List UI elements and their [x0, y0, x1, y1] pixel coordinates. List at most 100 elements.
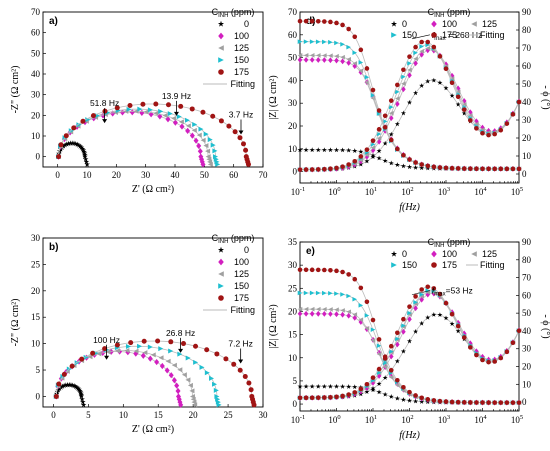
- modz-point-175: [358, 47, 364, 53]
- modz-point-175: [431, 164, 437, 170]
- annotation-arrowhead: [173, 111, 179, 116]
- phase-point-150: [419, 44, 424, 49]
- modz-point-100: [334, 311, 339, 318]
- phase-point-175: [504, 349, 510, 355]
- y-tick-label: 20: [288, 121, 298, 131]
- phase-point-175: [480, 357, 485, 363]
- modz-point-150: [322, 290, 327, 296]
- modz-point-125: [303, 53, 309, 58]
- phase-point-0: [431, 312, 437, 317]
- legend-title-c: C: [212, 233, 219, 243]
- data-point-150: [192, 121, 198, 127]
- y-tick-label: 0: [36, 391, 41, 401]
- modz-point-175: [431, 398, 437, 403]
- modz-point-175: [364, 299, 370, 305]
- data-point-100: [175, 387, 181, 395]
- phase-point-125: [413, 56, 418, 62]
- phase-point-175: [413, 44, 418, 50]
- panel-label: a): [49, 16, 58, 27]
- fitting-phase-100: [300, 49, 520, 170]
- legend-marker-150: [218, 57, 224, 63]
- data-point-125: [181, 372, 187, 378]
- phase-point-0: [394, 358, 400, 364]
- modz-point-150: [352, 296, 358, 302]
- legend-label-175: 175: [442, 30, 457, 40]
- legend-marker-125: [218, 271, 224, 277]
- y-tick-label: 35: [288, 237, 298, 247]
- data-point-0: [77, 388, 83, 394]
- x-axis-label: Z' (Ω cm²): [132, 184, 174, 195]
- data-point-125: [124, 348, 130, 354]
- phase-point-150: [401, 74, 406, 80]
- modz-point-0: [406, 398, 413, 403]
- fitting-curve-100: [58, 111, 202, 157]
- x-tick-exponent: 3: [447, 186, 450, 193]
- phase-point-175: [407, 54, 412, 59]
- modz-point-125: [382, 364, 388, 370]
- phase-point-175: [516, 99, 522, 105]
- phase-point-0: [413, 90, 419, 96]
- phase-point-175: [437, 54, 443, 59]
- phase-point-175: [419, 39, 424, 45]
- phase-point-175: [401, 67, 406, 73]
- modz-point-125: [340, 308, 345, 313]
- data-point-100: [147, 355, 153, 362]
- fmax-sub: max: [434, 36, 445, 42]
- modz-point-175: [401, 384, 406, 390]
- phase-point-175: [425, 284, 431, 290]
- phase-point-175: [370, 375, 376, 380]
- y-tick-label: 5: [36, 365, 41, 375]
- x-tick-label: 60: [229, 170, 239, 180]
- legend-label-100: 100: [234, 257, 249, 267]
- phase-point-175: [468, 118, 473, 123]
- phase-point-150: [407, 61, 412, 66]
- phase-point-175: [413, 294, 418, 299]
- data-point-0: [61, 382, 67, 388]
- modz-point-125: [309, 53, 315, 58]
- data-point-125: [87, 354, 93, 360]
- modz-point-0: [352, 384, 358, 390]
- phase-point-100: [395, 341, 400, 348]
- phase-point-0: [388, 131, 394, 137]
- fmax-leader: [411, 290, 430, 295]
- phase-point-150: [395, 89, 400, 95]
- legend-label-125: 125: [234, 269, 249, 279]
- modz-point-100: [315, 57, 321, 63]
- data-point-175: [193, 343, 199, 349]
- phase-point-175: [474, 126, 479, 131]
- phase-point-175: [328, 394, 333, 400]
- modz-point-100: [388, 372, 394, 379]
- legend-label-100: 100: [442, 249, 457, 259]
- modz-point-100: [352, 315, 358, 321]
- modz-point-125: [297, 306, 303, 312]
- modz-point-175: [303, 267, 309, 273]
- phase-point-175: [340, 393, 345, 399]
- data-point-175: [90, 350, 96, 356]
- legend-marker-0: [390, 250, 398, 257]
- legend-marker-175: [431, 32, 437, 38]
- phase-point-150: [376, 370, 382, 375]
- data-point-175: [180, 341, 186, 347]
- phase-point-125: [419, 48, 424, 54]
- data-point-150: [184, 117, 190, 123]
- phase-point-175: [352, 390, 358, 395]
- phase-point-125: [407, 67, 412, 73]
- phase-point-175: [455, 323, 461, 329]
- modz-point-100: [346, 312, 351, 319]
- data-point-0: [78, 393, 85, 399]
- phase-point-125: [474, 121, 479, 127]
- data-point-150: [168, 348, 174, 354]
- modz-point-125: [328, 307, 333, 312]
- phase-point-0: [437, 312, 443, 318]
- modz-point-0: [327, 383, 333, 389]
- y-tick-label: 10: [288, 144, 298, 154]
- x-tick-exponent: 1: [374, 186, 377, 193]
- legend-marker-100: [431, 250, 437, 258]
- x-tick-label: 102: [401, 186, 413, 197]
- legend-title-sub: INH: [218, 13, 228, 19]
- phase-point-150: [376, 131, 382, 137]
- y-tick-label: 5: [293, 376, 298, 386]
- data-point-100: [171, 377, 177, 384]
- data-point-150: [207, 137, 213, 143]
- data-point-0: [71, 383, 77, 389]
